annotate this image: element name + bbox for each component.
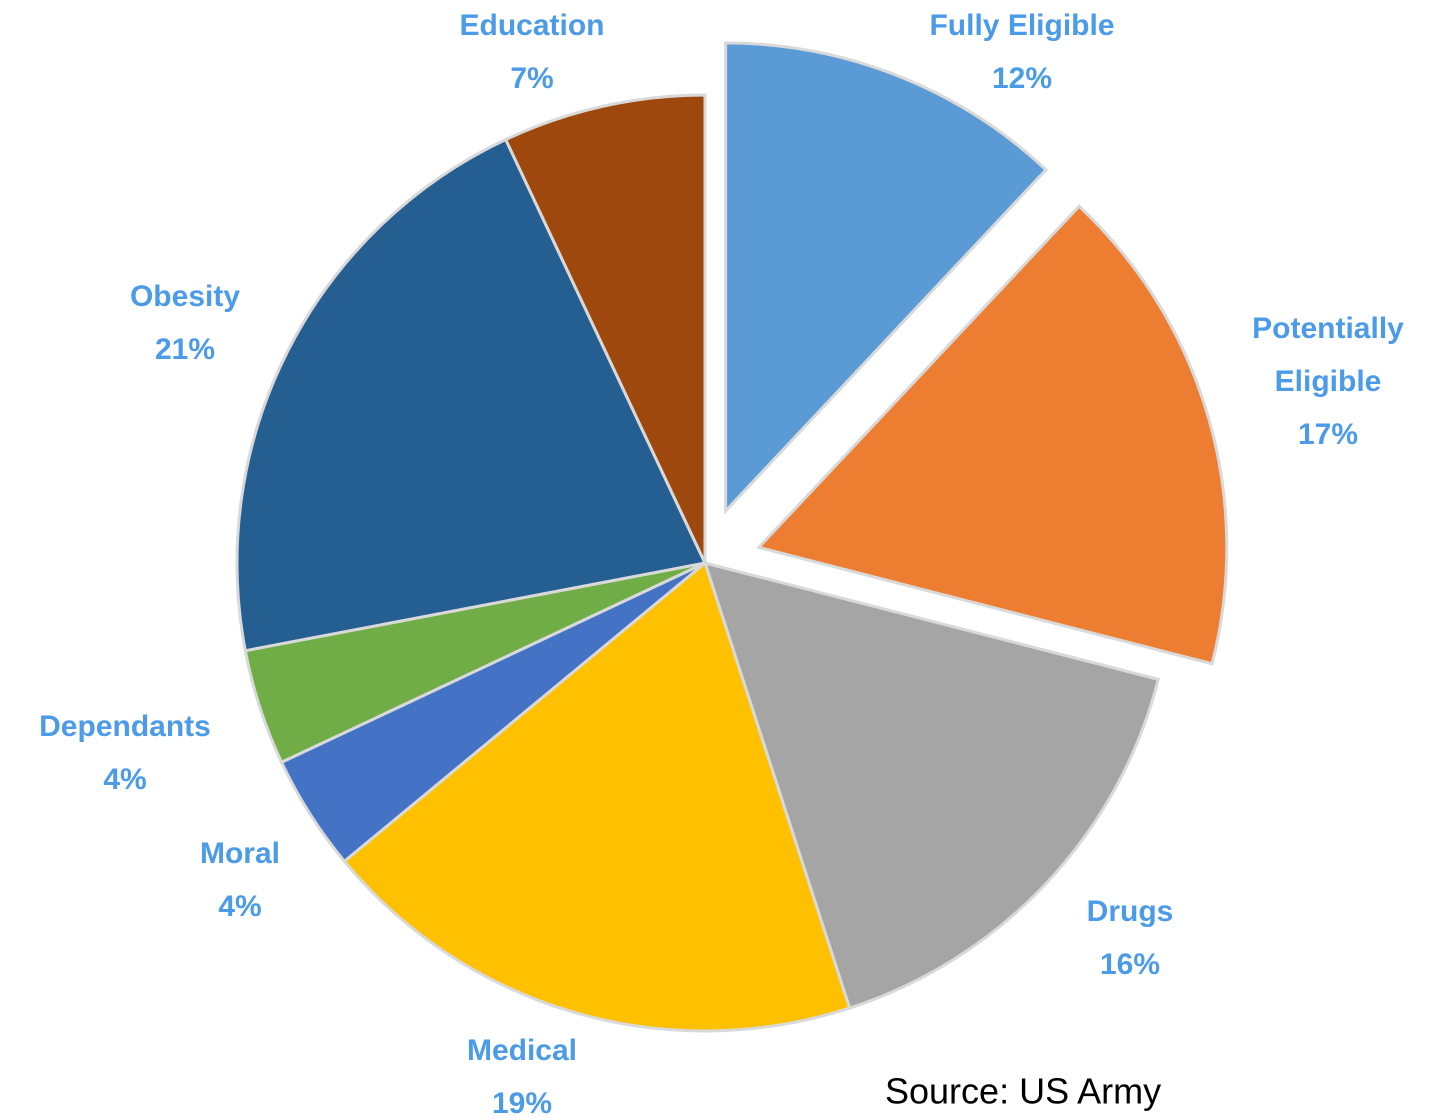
slice-label: Obesity bbox=[130, 280, 240, 313]
slice-value-label: 7% bbox=[510, 62, 553, 95]
pie-slice bbox=[702, 560, 1161, 1010]
slice-label: Dependants bbox=[39, 710, 211, 743]
slice-value-label: 21% bbox=[155, 333, 215, 366]
slice-value-label: 16% bbox=[1100, 948, 1160, 981]
pie-slice bbox=[503, 93, 707, 564]
slice-value-label: 19% bbox=[492, 1087, 552, 1119]
pie-slice bbox=[235, 137, 708, 653]
pie-slice bbox=[755, 204, 1229, 666]
slice-label: Potentially Eligible bbox=[1252, 312, 1404, 398]
slice-label: Medical bbox=[467, 1034, 577, 1067]
slice-value-label: 17% bbox=[1298, 418, 1358, 451]
slice-label: Moral bbox=[200, 837, 280, 870]
slice-label: Drugs bbox=[1087, 895, 1174, 928]
source-note: Source: US Army bbox=[885, 1071, 1161, 1112]
slice-value-label: 12% bbox=[992, 62, 1052, 95]
slice-label: Fully Eligible bbox=[929, 9, 1114, 42]
pie-slice bbox=[342, 560, 852, 1033]
pie-slice bbox=[724, 41, 1049, 515]
slice-label: Education bbox=[459, 9, 604, 42]
slice-value-label: 4% bbox=[103, 763, 146, 796]
slice-value-label: 4% bbox=[218, 890, 261, 923]
